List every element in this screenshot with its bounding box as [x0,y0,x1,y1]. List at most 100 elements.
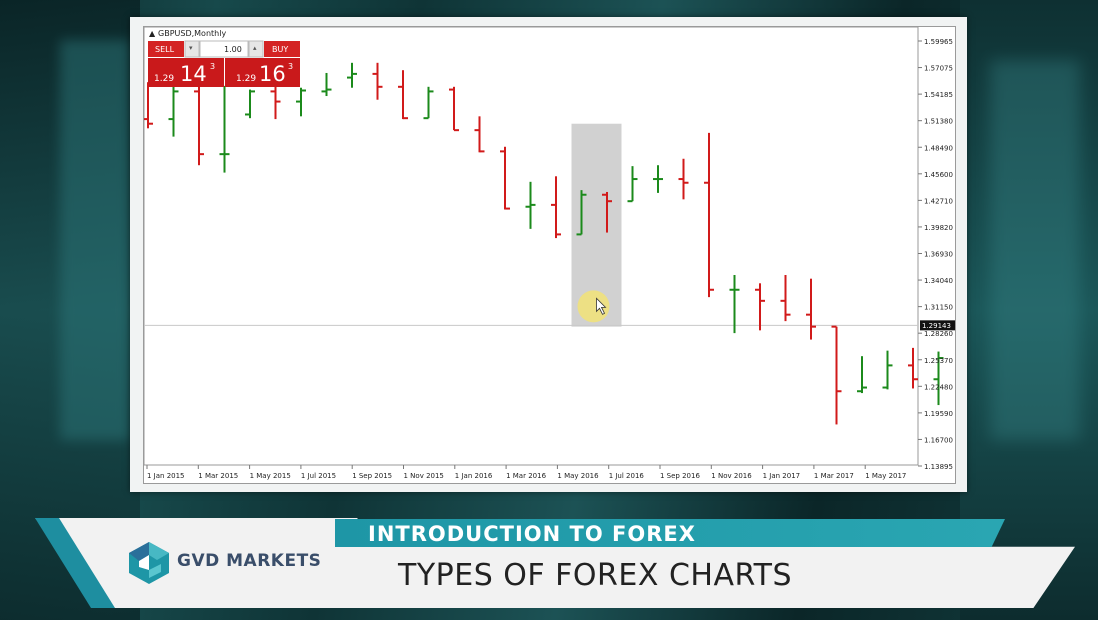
x-axis-tick-label: 1 Mar 2016 [506,472,546,480]
sell-button[interactable] [148,41,184,57]
cursor-highlight [577,290,610,323]
background-glow-left [60,40,130,440]
buy-label: BUY [272,45,288,54]
ohlc-bar [474,116,485,153]
gvd-logo-icon [129,542,169,584]
buy-price-prefix: 1.29 [236,74,256,84]
x-axis-tick-label: 1 Sep 2016 [660,472,700,480]
ohlc-bar [372,62,383,100]
x-axis-tick-label: 1 Sep 2015 [352,472,392,480]
y-axis-tick-label: 1.51380 [924,118,953,126]
sell-price-sup: 3 [210,62,215,71]
y-axis-tick-label: 1.36930 [924,251,953,259]
ohlc-bar [857,356,867,394]
ohlc-bar [270,86,281,120]
x-axis-tick-label: 1 Mar 2017 [814,472,854,480]
y-axis-tick-label: 1.13895 [924,463,953,471]
x-axis-tick-label: 1 May 2016 [557,472,599,480]
ohlc-bar [576,190,587,236]
y-axis-tick-label: 1.59965 [924,38,953,46]
x-axis-tick-label: 1 May 2017 [865,472,906,480]
x-axis-tick-label: 1 Nov 2015 [404,472,444,480]
ohlc-bar [602,191,612,233]
y-axis-tick-label: 1.54185 [924,91,953,99]
ohlc-bar [806,278,816,340]
ohlc-bar [729,274,740,334]
ohlc-bar [143,82,153,129]
sell-price-box[interactable] [148,58,224,87]
ohlc-bar [755,283,765,331]
y-axis-tick-label: 1.45600 [924,171,953,179]
x-axis-tick-label: 1 Jan 2015 [147,472,185,480]
y-axis-tick-label: 1.25370 [924,357,953,365]
banner-title: INTRODUCTION TO FOREX [368,522,696,546]
symbol-label: GBPUSD,Monthly [158,29,226,38]
ohlc-bar [933,351,944,406]
x-axis-tick-label: 1 Jan 2017 [763,472,801,480]
y-axis-tick-label: 1.16700 [924,436,953,444]
ohlc-bar [168,80,179,137]
banner-subtitle: TYPES OF FOREX CHARTS [398,558,792,593]
y-axis-tick-label: 1.34040 [924,277,953,285]
x-axis-tick-label: 1 Jul 2015 [301,472,336,480]
sell-price-prefix: 1.29 [154,74,174,84]
current-price-tag-text: 1.29143 [922,322,951,330]
arrow-up-icon: ▴ [253,44,257,52]
ohlc-bar [551,176,561,239]
x-axis-tick-label: 1 Mar 2015 [198,472,238,480]
sell-label: SELL [155,45,175,54]
y-axis-tick-label: 1.22480 [924,383,953,391]
y-axis-tick-label: 1.48490 [924,144,953,152]
y-axis-tick-label: 1.28260 [924,330,953,338]
x-axis-tick-label: 1 Jul 2016 [609,472,645,480]
sell-price-big: 14 [180,62,207,86]
background-panel-right [960,0,1098,620]
ohlc-bar [704,132,714,298]
background-glow-right [990,60,1080,440]
buy-price-box[interactable] [225,58,300,87]
ohlc-bar [627,166,638,203]
x-axis-tick-label: 1 Nov 2016 [711,472,752,480]
ohlc-bar [908,347,918,389]
one-click-trading-panel[interactable]: SELL ▾ 1.00 ▴ BUY 1.29 14 3 1.29 16 3 [148,40,300,87]
ohlc-bar [347,62,357,88]
ohlc-bar [449,86,459,132]
lot-decrease-button[interactable] [184,40,200,58]
chart-window[interactable]: 1.59965 1.57075 1.54185 1.51380 1.48490 1.456… [143,26,1071,484]
arrow-down-icon: ▾ [189,44,193,52]
lot-size-input[interactable] [199,40,249,58]
ohlc-bar [831,325,842,425]
mouse-cursor-icon [596,297,607,315]
plot-area [143,26,919,466]
buy-button[interactable] [264,41,300,57]
current-price-tag [920,320,955,331]
ohlc-bar [321,72,332,97]
ohlc-bar [525,181,536,229]
ohlc-bar [500,146,510,210]
y-axis-tick-label: 1.19590 [924,410,953,418]
lot-value: 1.00 [224,45,242,54]
ohlc-bar [678,158,689,200]
ohlc-bar [296,87,306,117]
brand-name: GVD MARKETS [177,551,322,571]
ohlc-bar [219,85,230,173]
ohlc-bar [245,89,255,119]
buy-price-sup: 3 [288,62,293,71]
banner-title-bar: INTRODUCTION TO FOREX [335,519,1005,547]
y-axis-tick-label: 1.57075 [924,65,953,73]
triangle-icon: ▲ [149,29,156,38]
buy-price-big: 16 [259,62,286,86]
x-axis-tick-label: 1 Jan 2016 [455,472,493,480]
y-axis-tick-label: 1.39820 [924,224,953,232]
y-axis-tick-label: 1.31150 [924,304,953,312]
ohlc-bar [423,86,434,120]
ohlc-bar [194,86,204,166]
lot-increase-button[interactable] [248,40,264,58]
ohlc-bar [780,274,791,322]
x-axis-tick-label: 1 May 2015 [250,472,291,480]
ohlc-bar [653,165,663,193]
ohlc-bar [882,350,893,390]
price-chart[interactable]: 1.59965 1.57075 1.54185 1.51380 1.48490 1.456… [143,26,1071,483]
ohlc-bar [398,70,408,120]
background-panel-left [0,0,140,620]
